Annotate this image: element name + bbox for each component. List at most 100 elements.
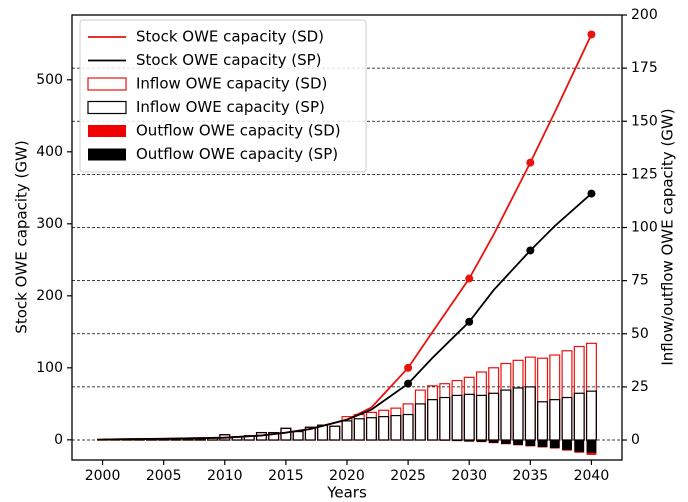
y2-tick-label: 50 (631, 326, 649, 342)
bar (573, 392, 585, 441)
bar (549, 354, 561, 441)
marker (587, 30, 596, 39)
bar (513, 440, 523, 445)
bar (549, 440, 560, 449)
y-axis-label: Stock OWE capacity (GW) (13, 140, 31, 333)
x-tick-label: 2030 (451, 468, 487, 484)
bar (365, 417, 377, 441)
bar (329, 425, 341, 441)
bar (390, 414, 402, 441)
legend-label: Outflow OWE capacity (SP) (136, 145, 338, 163)
bar (451, 379, 463, 441)
bar (524, 386, 536, 441)
y2-tick-label: 0 (631, 432, 640, 448)
bar (488, 392, 500, 441)
bar (561, 396, 573, 441)
bar (378, 409, 390, 441)
bar (341, 420, 353, 441)
marker (404, 379, 413, 388)
marker (587, 189, 596, 198)
legend-swatch (87, 100, 127, 115)
bar (500, 362, 512, 441)
x-tick-label: 2035 (513, 468, 549, 484)
bar (586, 440, 597, 453)
bar (501, 440, 511, 444)
bar (439, 383, 451, 441)
bar (414, 389, 426, 441)
y2-axis-label: Inflow/outflow OWE capacity (GW) (659, 108, 677, 365)
bar (537, 440, 548, 448)
y2-tick-label: 175 (631, 60, 658, 76)
bar (464, 440, 475, 442)
bar (475, 394, 487, 441)
bar (525, 440, 536, 446)
bar (488, 440, 499, 443)
marker (526, 246, 535, 255)
bar (452, 440, 462, 442)
bar (585, 390, 597, 441)
bar (488, 367, 500, 441)
bar (561, 350, 573, 441)
legend-label: Stock OWE capacity (SD) (136, 28, 324, 46)
x-tick-label: 2025 (390, 468, 426, 484)
x-tick-label: 2015 (268, 468, 304, 484)
bar (427, 399, 439, 441)
plot-frame (71, 14, 623, 461)
bar (500, 389, 512, 441)
y2-tick-label: 150 (631, 113, 658, 129)
bar (365, 411, 377, 441)
bar (292, 430, 304, 441)
y-tick-label: 200 (36, 288, 63, 304)
y-tick-label: 500 (36, 72, 63, 88)
x-axis-label: Years (326, 484, 367, 502)
legend-label: Inflow OWE capacity (SP) (136, 98, 325, 116)
bar (427, 385, 439, 441)
legend-box (79, 19, 367, 173)
bar (475, 371, 487, 441)
bar (402, 413, 414, 441)
legend-swatch (87, 77, 127, 91)
legend-swatch (88, 148, 126, 161)
legend-label: Outflow OWE capacity (SD) (136, 122, 341, 140)
bar (280, 427, 292, 441)
bar (329, 425, 341, 441)
y2-tick-label: 100 (631, 220, 658, 236)
bar (524, 356, 536, 441)
legend-label: Inflow OWE capacity (SD) (136, 75, 327, 93)
bar (537, 401, 549, 441)
y2-tick-label: 75 (631, 273, 649, 289)
bar (304, 426, 316, 441)
x-tick-label: 2010 (207, 468, 243, 484)
y2-tick-label: 200 (631, 7, 658, 23)
bar (268, 431, 280, 441)
bar (292, 430, 304, 441)
marker (404, 363, 413, 372)
bar (402, 403, 414, 441)
bar (512, 359, 524, 441)
y2-tick-label: 25 (631, 379, 649, 395)
x-tick-label: 2020 (329, 468, 365, 484)
y2-tick-label: 125 (631, 166, 658, 182)
bar (414, 403, 426, 441)
x-tick-label: 2005 (146, 468, 182, 484)
y-tick-label: 0 (54, 432, 63, 448)
bar (537, 357, 549, 441)
bar (353, 418, 365, 441)
legend-label: Stock OWE capacity (SP) (136, 51, 322, 69)
x-tick-label: 2000 (85, 468, 121, 484)
bar (390, 407, 402, 441)
marker (526, 158, 535, 167)
bar (439, 396, 451, 441)
bar (476, 440, 487, 442)
bar (549, 399, 561, 441)
bar (280, 427, 292, 441)
legend-swatch (88, 125, 126, 137)
marker (465, 274, 474, 283)
y-tick-label: 100 (36, 360, 63, 376)
bar (439, 440, 450, 441)
bar (562, 440, 572, 450)
y-tick-label: 400 (36, 144, 63, 160)
line (102, 192, 593, 441)
bar (451, 394, 463, 441)
